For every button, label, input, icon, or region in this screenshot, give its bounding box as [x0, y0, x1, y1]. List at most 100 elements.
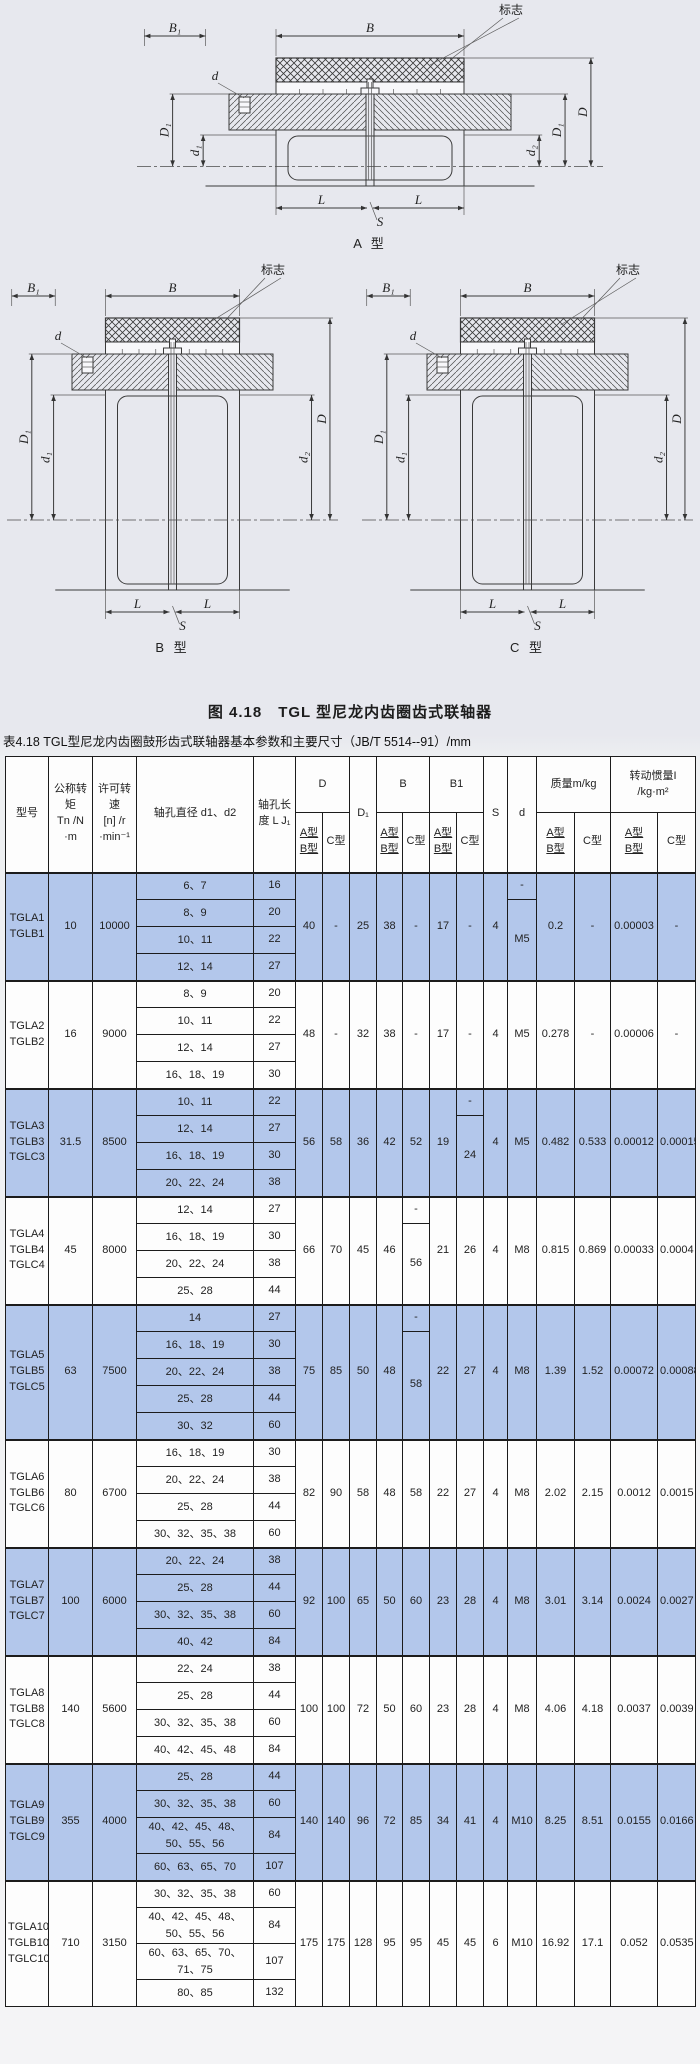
B1_c-cell: 28	[456, 1654, 485, 1764]
B1_ab-cell: 21	[429, 1195, 458, 1305]
dim-label: S	[179, 618, 186, 633]
B1_c-top-cell: -	[456, 1087, 485, 1116]
bore-diameter-cell: 10、11	[136, 1087, 254, 1116]
m_ab-cell: 1.39	[536, 1303, 576, 1440]
bore-length-cell: 60	[253, 1709, 296, 1737]
table-row: TGLA5 TGLB5 TGLC5 63 7500 14 27 75 85 50 48-22 27…	[5, 1303, 697, 1440]
bore-length-cell: 44	[253, 1574, 296, 1602]
bore-diameter-cell: 20、22、24	[136, 1250, 254, 1278]
bore-length-cell: 38	[253, 1250, 296, 1278]
table-caption: 表4.18 TGL型尼龙内齿圈鼓形齿式联轴器基本参数和主要尺寸（JB/T 551…	[3, 735, 471, 749]
table-row: 16、18、19 30	[6, 1142, 696, 1170]
table-row: 16、18、19 30	[6, 1061, 696, 1089]
d-cell: M8	[507, 1654, 538, 1764]
dim-label: D₁	[371, 430, 386, 445]
bore-diameter-cell: 14	[136, 1303, 254, 1332]
bore-diameter-cell: 25、28	[136, 1277, 254, 1305]
table-row: TGLA8 TGLB8 TGLC8 140 5600 22、24 38 100 100 72 5…	[5, 1654, 697, 1764]
table-row: 40、42、45、48、50、55、56 84	[6, 1907, 696, 1944]
table-row: 10、11 22	[6, 1007, 696, 1035]
B1_c-cell: 26	[456, 1195, 485, 1305]
D_ab-cell: 66	[295, 1195, 323, 1305]
B1_c-cell: 41	[456, 1762, 485, 1881]
table-row: TGLA1 TGLB1 10 10000 6、7 16 40-25 38-17-4-0.2-…	[5, 871, 697, 981]
D1-cell: 32	[349, 979, 378, 1089]
D_ab-cell: 82	[295, 1438, 323, 1548]
dim-label: 标志	[261, 263, 285, 277]
B_c-cell: 58	[402, 1331, 431, 1440]
bore-diameter-cell: 60、63、65、70	[136, 1853, 254, 1881]
table-row: 80、85 132	[6, 1979, 696, 2007]
D1-cell: 96	[349, 1762, 378, 1881]
table-row: TGLA7 TGLB7 TGLC7 100 6000 20、22、24 38 92 100 6…	[5, 1546, 697, 1656]
model-cell: TGLA6 TGLB6 TGLC6	[5, 1438, 49, 1548]
model-cell: TGLA10 TGLB10 TGLC10	[5, 1879, 49, 2007]
table-row: 25、28 44	[6, 1277, 696, 1305]
S-cell: 4	[483, 979, 509, 1089]
dim-label: L	[133, 596, 141, 611]
col-header-B: B	[376, 756, 431, 813]
dim-label: D₁	[157, 123, 172, 138]
bore-length-cell: 107	[253, 1853, 296, 1881]
B1_c-cell: -	[456, 979, 485, 1089]
I_c-cell: 0.0004	[657, 1195, 697, 1305]
d-cell: M8	[507, 1546, 538, 1656]
dim-label: 标志	[499, 3, 523, 17]
model-cell: TGLA3 TGLB3 TGLC3	[5, 1087, 49, 1197]
bore-diameter-cell: 10、11	[136, 1007, 254, 1035]
dim-label: L	[414, 192, 422, 207]
dim-label: d₁	[393, 452, 408, 463]
B_ab-cell: 50	[376, 1546, 404, 1656]
D1-cell: 72	[349, 1654, 378, 1764]
S-cell: 6	[483, 1879, 509, 2007]
table-row: 8、9 20 M5	[6, 899, 696, 981]
view-b-drawing: d B B₁ 标志 D₁ d₁ d₂ D L L S B 型	[7, 263, 338, 655]
D_c-cell: -	[321, 979, 351, 1089]
table-row: 40、42 84	[6, 1628, 696, 1656]
bore-length-cell: 22	[253, 1087, 296, 1116]
torque-cell: 100	[48, 1546, 93, 1656]
m_ab-cell: 16.92	[536, 1879, 576, 2007]
dim-label: B	[524, 280, 532, 295]
bore-length-cell: 22	[253, 1007, 296, 1035]
speed-cell: 6000	[92, 1546, 137, 1656]
I_ab-cell: 0.00003	[610, 871, 659, 981]
bore-diameter-cell: 8、9	[136, 979, 254, 1008]
B1_ab-cell: 23	[429, 1546, 458, 1656]
m_c-cell: 17.1	[574, 1879, 612, 2007]
dim-label: D₁	[16, 430, 31, 445]
dim-label: D₁	[549, 123, 564, 138]
D_c-cell: 140	[321, 1762, 351, 1881]
speed-cell: 10000	[92, 871, 137, 981]
bore-diameter-cell: 10、11	[136, 926, 254, 954]
bore-diameter-cell: 25、28	[136, 1682, 254, 1710]
torque-cell: 710	[48, 1879, 93, 2007]
table-row: TGLA10 TGLB10 TGLC10 710 3150 30、32、35、38 60…	[5, 1879, 697, 2007]
model-cell: TGLA4 TGLB4 TGLC4	[5, 1195, 49, 1305]
I_c-cell: 0.0027	[657, 1546, 697, 1656]
table-row: 40、42、45、48、50、55、56 84	[6, 1817, 696, 1854]
B1_ab-cell: 22	[429, 1303, 458, 1440]
d-cell: M8	[507, 1195, 538, 1305]
speed-cell: 8000	[92, 1195, 137, 1305]
torque-cell: 10	[48, 871, 93, 981]
S-cell: 4	[483, 1654, 509, 1764]
bore-length-cell: 60	[253, 1601, 296, 1629]
table-row: TGLA4 TGLB4 TGLC4 45 8000 12、14 27 66 70 45 46-2…	[5, 1195, 697, 1305]
view-a-drawing: d B B₁ 标志 D₁ d₁ d₂ D₁ D L L S A 型	[137, 3, 603, 251]
dim-label: L	[317, 192, 325, 207]
B_c-cell: -	[402, 979, 431, 1089]
torque-cell: 45	[48, 1195, 93, 1305]
model-cell: TGLA5 TGLB5 TGLC5	[5, 1303, 49, 1440]
B_ab-cell: 72	[376, 1762, 404, 1881]
B1_ab-cell: 17	[429, 979, 458, 1089]
B_c-cell: 95	[402, 1879, 431, 2007]
col-header-inertia: 转动惯量I /kg·m²	[610, 756, 697, 813]
bore-length-cell: 38	[253, 1654, 296, 1683]
bore-length-cell: 132	[253, 1979, 296, 2007]
subheader-B-ab: A型 B型	[376, 812, 404, 873]
I_ab-cell: 0.0037	[610, 1654, 659, 1764]
S-cell: 4	[483, 1303, 509, 1440]
torque-cell: 140	[48, 1654, 93, 1764]
bore-length-cell: 107	[253, 1943, 296, 1980]
